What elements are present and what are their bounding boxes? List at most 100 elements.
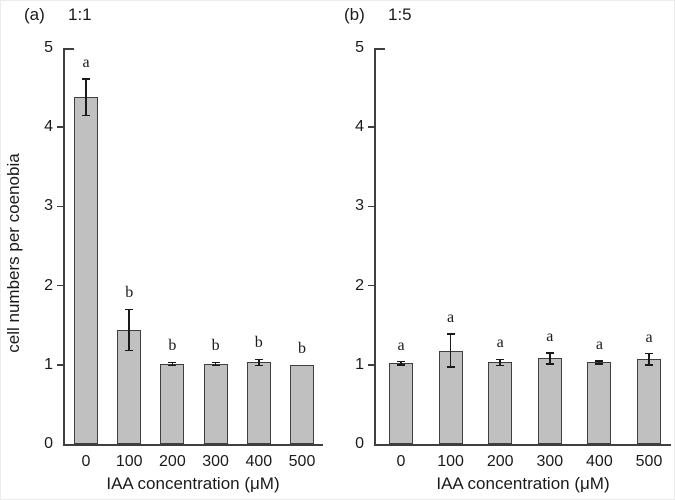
- x-tick-label: 200: [486, 453, 514, 470]
- error-bar-cap: [168, 364, 177, 367]
- error-bar-cap: [254, 358, 263, 360]
- sig-letter: a: [397, 336, 405, 354]
- error-bar-line: [214, 362, 217, 366]
- error-bar-cap: [211, 364, 220, 367]
- bar: [637, 359, 661, 444]
- x-tick-label: 300: [202, 453, 229, 470]
- error-bar-cap: [397, 364, 405, 366]
- y-tick-label: 5: [355, 39, 364, 56]
- y-tick-label: 3: [355, 197, 364, 215]
- y-tick: [376, 48, 385, 50]
- error-bar-cap: [211, 361, 220, 364]
- y-tick: [368, 284, 374, 287]
- x-tick-label: 400: [586, 453, 613, 470]
- bar: [246, 362, 271, 444]
- panel-a-tag: (a): [24, 5, 45, 24]
- bar: [160, 364, 185, 444]
- y-tick-label: 1: [44, 355, 53, 373]
- error-bar-line: [499, 359, 501, 366]
- sig-letter: b: [298, 339, 306, 357]
- y-tick: [65, 48, 74, 50]
- error-bar-cap: [82, 78, 90, 80]
- error-bar-cap: [254, 364, 263, 367]
- y-tick: [368, 364, 374, 366]
- y-tick: [57, 284, 63, 287]
- panel-a-title: 1:1: [68, 5, 92, 24]
- sig-letter: b: [254, 334, 263, 352]
- error-bar-cap: [168, 361, 177, 364]
- bar: [488, 362, 513, 444]
- y-tick: [57, 205, 63, 208]
- y-tick-label: 0: [355, 435, 364, 452]
- error-bar-cap: [545, 352, 554, 354]
- error-bar-cap: [595, 360, 604, 362]
- error-bar-cap: [645, 364, 653, 366]
- x-axis-title-a: IAA concentration (μM): [106, 474, 280, 493]
- x-tick-label: 500: [635, 453, 663, 470]
- y-axis: [63, 48, 65, 446]
- panel-b-title: 1:5: [388, 5, 412, 24]
- sig-letter: b: [211, 337, 220, 355]
- y-tick-label: 2: [355, 276, 364, 294]
- bar: [587, 362, 612, 444]
- x-tick-label: 100: [437, 453, 464, 470]
- error-bar-line: [171, 362, 174, 366]
- error-bar-line: [549, 352, 551, 364]
- y-tick: [57, 126, 63, 128]
- y-tick: [368, 126, 374, 128]
- error-bar-line: [85, 78, 87, 116]
- y-axis: [374, 48, 376, 446]
- error-bar-line: [598, 360, 601, 364]
- y-tick-label: 0: [44, 435, 53, 452]
- x-tick-label: 400: [245, 453, 273, 470]
- y-tick-label: 5: [44, 39, 53, 56]
- error-bar-cap: [446, 366, 455, 368]
- bar: [290, 364, 314, 444]
- x-axis-title-b: IAA concentration (μM): [436, 474, 610, 493]
- y-tick: [368, 205, 374, 208]
- y-tick-label: 4: [355, 118, 364, 136]
- sig-letter: a: [496, 334, 504, 352]
- error-bar-line: [128, 309, 130, 351]
- error-bar-cap: [645, 352, 653, 355]
- error-bar-line: [400, 361, 402, 365]
- x-tick-label: 100: [115, 453, 143, 470]
- bar: [203, 364, 228, 444]
- error-bar-line: [648, 353, 650, 365]
- y-tick-label: 4: [44, 118, 53, 136]
- x-tick-label: 0: [81, 453, 91, 470]
- error-bar-cap: [496, 358, 505, 360]
- sig-letter: a: [645, 328, 653, 346]
- error-bar-line: [449, 333, 452, 368]
- x-tick-label: 200: [159, 453, 186, 470]
- error-bar-cap: [397, 360, 405, 363]
- error-bar-cap: [125, 349, 134, 352]
- y-tick-label: 3: [44, 197, 53, 215]
- sig-letter: a: [82, 53, 90, 71]
- sig-letter: a: [447, 308, 455, 326]
- bar: [389, 363, 413, 444]
- error-bar-cap: [446, 333, 455, 335]
- y-tick: [57, 364, 63, 366]
- sig-letter: b: [125, 284, 134, 302]
- sig-letter: b: [168, 337, 177, 355]
- y-tick-label: 1: [355, 355, 364, 373]
- error-bar-cap: [82, 114, 90, 117]
- error-bar-cap: [595, 363, 604, 365]
- x-tick-label: 500: [288, 453, 316, 470]
- sig-letter: a: [546, 327, 554, 345]
- bar: [537, 358, 562, 444]
- x-tick-label: 0: [396, 453, 406, 470]
- bar: [74, 97, 98, 444]
- y-tick-label: 2: [44, 276, 53, 294]
- sig-letter: a: [595, 335, 603, 353]
- panel-b-tag: (b): [344, 5, 365, 24]
- x-axis: [374, 444, 671, 446]
- x-tick-label: 300: [536, 453, 564, 470]
- y-axis-title: cell numbers per coenobia: [4, 153, 23, 353]
- error-bar-cap: [125, 308, 134, 311]
- x-axis: [63, 444, 323, 446]
- error-bar-cap: [496, 364, 505, 367]
- error-bar-line: [258, 359, 260, 366]
